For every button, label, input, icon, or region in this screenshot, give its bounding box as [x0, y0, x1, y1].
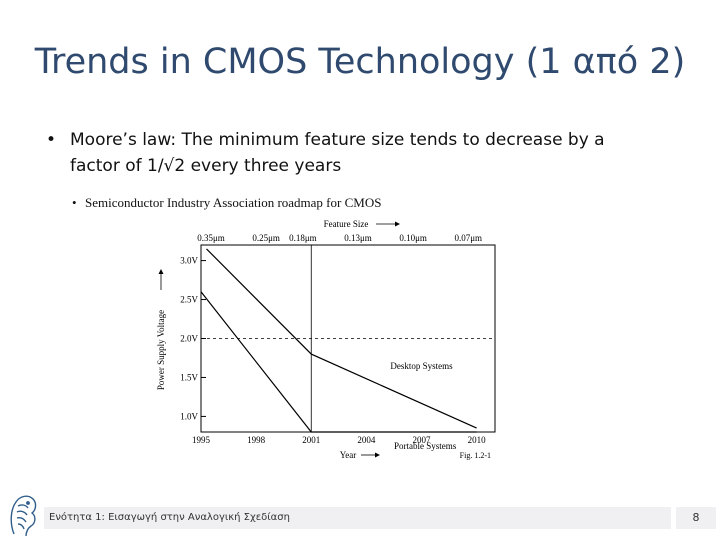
x-tick-label: 1995 [192, 435, 211, 445]
figure-label: Fig. 1.2-1 [460, 451, 491, 460]
slide-title: Trends in CMOS Technology (1 από 2) [34, 42, 686, 82]
x-tick-label: 2004 [357, 435, 376, 445]
footer-bar [44, 507, 671, 529]
y-tick-label: 3.0V [180, 256, 198, 266]
x-tick-label: 1998 [247, 435, 266, 445]
y-axis-arrowhead [158, 269, 164, 274]
x-tick-label: 2001 [302, 435, 320, 445]
top-axis-label: Feature Size [324, 219, 369, 229]
top-tick-label: 0.10μm [399, 233, 427, 243]
x-axis-arrowhead [375, 452, 380, 458]
footer-text: Ενότητα 1: Εισαγωγή στην Αναλογική Σχεδί… [49, 512, 290, 523]
sub-bullet-dot: • [72, 195, 77, 210]
series-line-desktop [206, 248, 477, 429]
bullet-text: Moore’s law: The minimum feature size te… [70, 130, 605, 176]
top-tick-label: 0.18μm [289, 233, 317, 243]
y-tick-label: 1.5V [180, 372, 198, 382]
x-axis-label: Year [340, 450, 357, 460]
y-tick-label: 1.0V [180, 411, 198, 421]
series-label-desktop: Desktop Systems [390, 361, 453, 371]
top-axis-arrowhead [395, 221, 400, 227]
page-number: 8 [692, 511, 700, 524]
voltage-roadmap-chart: 3.0V 2.5V 2.0V 1.5V 1.0V 1995 1998 2001 2004 2007… [156, 219, 496, 460]
x-tick-label: 2007 [413, 435, 432, 445]
x-tick-label: 2010 [468, 435, 487, 445]
y-tick-label: 2.0V [180, 334, 198, 344]
page-number-box [676, 507, 716, 529]
top-tick-label: 0.07μm [454, 233, 482, 243]
series-line-portable [200, 291, 477, 433]
y-tick-label: 2.5V [180, 295, 198, 305]
series-label-portable: Portable Systems [394, 441, 457, 451]
top-tick-label: 0.13μm [344, 233, 372, 243]
sub-bullet-text: Semiconductor Industry Association roadm… [85, 195, 382, 210]
university-logo-icon [10, 495, 37, 537]
top-tick-label: 0.25μm [252, 233, 280, 243]
y-axis-label: Power Supply Voltage [156, 310, 166, 390]
top-tick-label: 0.35μm [197, 233, 225, 243]
bullet-dot: • [46, 130, 57, 150]
